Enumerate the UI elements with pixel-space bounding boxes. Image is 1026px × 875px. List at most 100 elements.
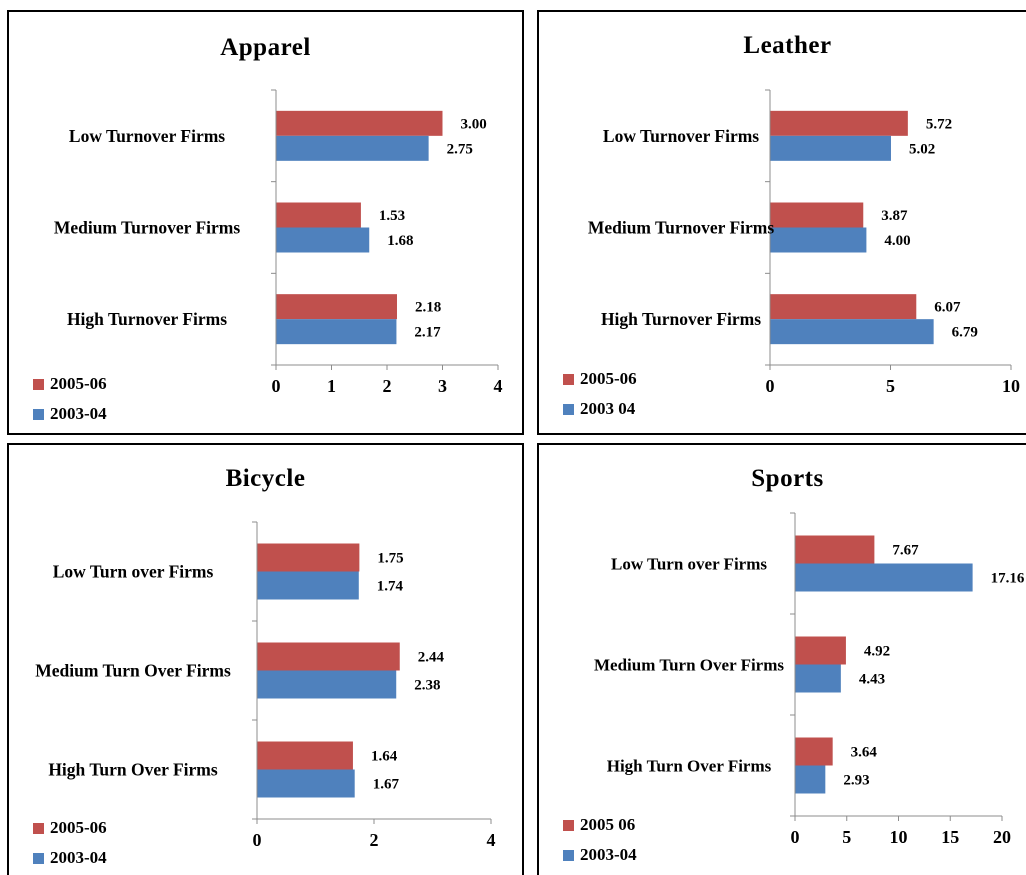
category-label: High Turn Over Firms: [48, 760, 218, 780]
legend-item-2003-04: 2003 04: [563, 394, 637, 424]
legend-swatch-2005-06: [33, 822, 44, 834]
chart-legend: 2005-06 2003-04: [33, 813, 107, 873]
bar-2005-06: [770, 294, 917, 320]
legend-swatch-2003-04: [563, 403, 574, 415]
chart-legend: 2005 06 2003-04: [563, 810, 637, 870]
tick-label: 10: [1002, 376, 1020, 396]
legend-swatch-2003-04: [33, 408, 44, 420]
bar-2005-06: [257, 543, 360, 572]
data-label: 2.18: [415, 300, 441, 316]
data-label: 17.16: [991, 571, 1025, 587]
category-label: Medium Turnover Firms: [588, 218, 775, 238]
bar-2005-06: [795, 737, 833, 766]
data-label: 6.79: [952, 325, 978, 341]
legend-item-2005-06: 2005 06: [563, 810, 637, 840]
legend-swatch-2003-04: [33, 852, 44, 864]
category-label: Low Turnover Firms: [603, 126, 759, 146]
data-label: 1.75: [377, 551, 403, 567]
data-label: 3.64: [851, 745, 878, 761]
tick-label: 5: [842, 827, 851, 847]
legend-label: 2003-04: [50, 404, 107, 423]
data-label: 4.43: [859, 672, 885, 688]
category-label: Low Turn over Firms: [611, 555, 767, 574]
tick-label: 0: [766, 376, 775, 396]
data-label: 6.07: [934, 300, 961, 316]
chart-panel-apparel: Apparel 0 1 2 3 4 3.00 2.75 Low Turnover Firms 1…: [7, 10, 524, 435]
chart-title: Apparel: [220, 34, 311, 61]
data-label: 1.68: [387, 233, 413, 249]
bar-2003-04: [770, 135, 891, 161]
legend-item-2005-06: 2005-06: [563, 364, 637, 394]
data-label: 4.92: [864, 644, 890, 660]
legend-swatch-2005-06: [563, 373, 574, 385]
category-label: Medium Turn Over Firms: [35, 661, 231, 681]
tick-label: 3: [438, 376, 447, 396]
bar-2003-04: [276, 135, 429, 161]
category-label: Low Turn over Firms: [53, 562, 214, 582]
legend-item-2005-06: 2005-06: [33, 369, 107, 399]
data-label: 1.67: [373, 777, 400, 793]
tick-label: 2: [370, 830, 379, 850]
bar-2003-04: [257, 769, 355, 798]
data-label: 5.02: [909, 141, 935, 157]
data-label: 2.17: [414, 325, 441, 341]
data-label: 3.87: [881, 208, 908, 224]
legend-swatch-2005-06: [563, 819, 574, 831]
chart-plot-sports: 0 5 10 15 20 7.67 17.16 Low Turn over Firms 4.92…: [594, 512, 1025, 847]
bar-2003-04: [276, 227, 370, 253]
category-label: Medium Turn Over Firms: [594, 656, 784, 675]
data-label: 2.75: [447, 141, 473, 157]
data-label: 2.38: [414, 678, 440, 694]
bar-2005-06: [795, 535, 875, 564]
chart-title: Leather: [743, 32, 832, 59]
data-label: 5.72: [926, 116, 952, 132]
bar-2003-04: [770, 319, 934, 345]
data-label: 1.53: [379, 208, 405, 224]
tick-label: 20: [993, 827, 1011, 847]
data-label: 2.93: [843, 773, 869, 789]
bar-2003-04: [795, 664, 841, 693]
tick-label: 1: [327, 376, 336, 396]
chart-legend: 2005-06 2003-04: [33, 369, 107, 429]
legend-item-2003-04: 2003-04: [33, 399, 107, 429]
bar-2005-06: [795, 636, 846, 665]
category-label: Medium Turnover Firms: [54, 218, 241, 238]
legend-swatch-2005-06: [33, 378, 44, 390]
legend-item-2003-04: 2003-04: [563, 840, 637, 870]
bar-2005-06: [276, 202, 361, 228]
data-label: 1.64: [371, 749, 398, 765]
chart-panel-sports: Sports 0 5 10 15 20 7.67 17.16 Low Turn over Fi…: [537, 443, 1026, 875]
bar-2005-06: [770, 110, 908, 136]
tick-label: 0: [253, 830, 262, 850]
bar-2005-06: [770, 202, 864, 228]
data-label: 7.67: [892, 543, 919, 559]
legend-label: 2005-06: [580, 369, 637, 388]
category-label: High Turnover Firms: [601, 309, 761, 329]
legend-item-2003-04: 2003-04: [33, 843, 107, 873]
tick-label: 4: [487, 830, 496, 850]
bar-2003-04: [795, 765, 826, 794]
bar-2003-04: [770, 227, 867, 253]
chart-title: Sports: [751, 465, 824, 492]
tick-label: 4: [494, 376, 503, 396]
data-label: 4.00: [884, 233, 910, 249]
tick-label: 0: [791, 827, 800, 847]
bar-2003-04: [276, 319, 397, 345]
category-label: Low Turnover Firms: [69, 126, 225, 146]
chart-title: Bicycle: [225, 465, 306, 492]
bar-2005-06: [276, 110, 443, 136]
data-label: 3.00: [461, 116, 487, 132]
bar-2005-06: [257, 741, 353, 770]
bar-2003-04: [257, 571, 359, 600]
legend-label: 2003 04: [580, 399, 636, 418]
bar-2003-04: [795, 563, 973, 592]
category-label: High Turn Over Firms: [607, 757, 772, 776]
tick-label: 5: [886, 376, 895, 396]
bar-2003-04: [257, 670, 397, 699]
chart-plot-apparel: 0 1 2 3 4 3.00 2.75 Low Turnover Firms 1.53 1.68 M…: [54, 89, 503, 396]
data-label: 1.74: [377, 579, 404, 595]
chart-plot-leather: 0 5 10 5.72 5.02 Low Turnover Firms 3.87 4.00 Me…: [588, 89, 1020, 396]
legend-label: 2003-04: [580, 845, 637, 864]
chart-plot-bicycle: 0 2 4 1.75 1.74 Low Turn over Firms 2.44 2.38 Me…: [35, 521, 496, 850]
legend-label: 2003-04: [50, 848, 107, 867]
